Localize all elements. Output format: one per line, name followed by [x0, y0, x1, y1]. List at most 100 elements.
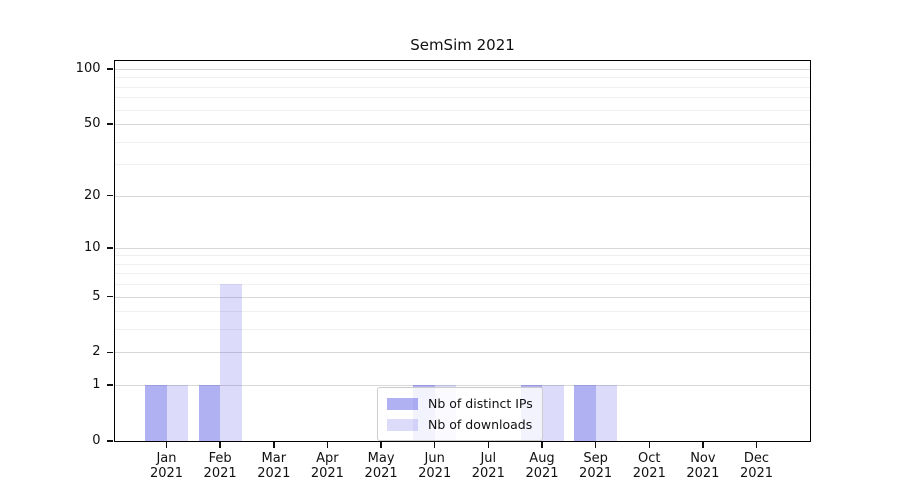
bar-downloads [595, 385, 618, 441]
gridline-major [114, 385, 810, 387]
gridline-minor [114, 329, 810, 331]
x-tick-label: Jul 2021 [456, 451, 520, 481]
legend-swatch-downloads [387, 418, 418, 431]
x-tick-year: 2021 [364, 466, 398, 481]
gridline-minor [114, 141, 810, 143]
x-tick [487, 442, 490, 448]
gridline-minor [114, 109, 810, 111]
x-tick-label: Feb 2021 [188, 451, 252, 481]
gridline-minor [114, 273, 810, 275]
gridline-major [114, 247, 810, 249]
y-tick-label: 20 [83, 187, 101, 203]
gridline-major [114, 69, 810, 70]
bar-distinct-ips [574, 385, 596, 441]
x-tick-label: Apr 2021 [295, 451, 359, 481]
y-tick [106, 68, 113, 70]
gridline-minor [114, 284, 810, 286]
x-tick-month: Jan [156, 451, 177, 466]
bar-distinct-ips [145, 385, 167, 441]
x-tick-month: Feb [208, 451, 232, 466]
x-tick-year: 2021 [579, 466, 613, 481]
x-tick-month: Apr [316, 451, 339, 466]
gridline-major [114, 352, 810, 354]
gridline-minor [114, 164, 810, 166]
gridline-minor [114, 311, 810, 313]
x-tick [648, 442, 650, 448]
x-tick [219, 442, 221, 448]
x-tick [702, 442, 704, 448]
x-tick-month: Sep [583, 451, 608, 466]
x-tick-label: Jun 2021 [403, 451, 467, 481]
x-tick-year: 2021 [471, 466, 505, 481]
y-tick-label: 2 [92, 344, 101, 360]
gridline-minor [114, 97, 810, 99]
gridline-minor [114, 86, 810, 88]
x-tick-month: Nov [690, 451, 716, 466]
x-tick [594, 442, 597, 448]
legend: Nb of distinct IPs Nb of downloads [377, 387, 543, 441]
y-tick [106, 295, 113, 298]
x-tick-year: 2021 [257, 466, 291, 481]
y-tick-label: 10 [83, 239, 101, 255]
x-tick-month: Jun [424, 451, 445, 466]
gridline-major [114, 195, 810, 197]
x-tick-year: 2021 [418, 466, 452, 481]
x-tick [273, 442, 275, 448]
bar-distinct-ips [198, 385, 221, 441]
y-tick-label: 1 [92, 377, 101, 393]
plot-area: 0 1 2 5 10 20 50 100 Jan 2021 Feb 2021 Mar 2021 Apr 202… [76, 60, 811, 481]
x-tick [433, 442, 436, 448]
x-tick-label: May 2021 [349, 451, 413, 481]
x-tick-label: Nov 2021 [671, 451, 735, 481]
y-tick [106, 384, 113, 386]
x-tick-label: Sep 2021 [564, 451, 628, 481]
x-tick-year: 2021 [310, 466, 344, 481]
x-tick [380, 442, 382, 448]
x-tick-year: 2021 [686, 466, 720, 481]
legend-label-distinct-ips: Nb of distinct IPs [428, 396, 533, 411]
x-tick-month: Aug [529, 451, 555, 466]
y-tick [106, 247, 113, 249]
legend-swatch-distinct-ips [387, 397, 418, 410]
gridline-minor [114, 77, 810, 79]
x-tick-year: 2021 [203, 466, 237, 481]
x-tick-year: 2021 [525, 466, 559, 481]
gridline-major [114, 124, 810, 126]
x-tick-year: 2021 [149, 466, 184, 481]
bar-downloads [166, 385, 188, 441]
x-tick-month: May [367, 451, 395, 466]
x-tick [541, 442, 543, 448]
x-tick-label: Jan 2021 [135, 451, 199, 481]
gridline-minor [114, 255, 810, 257]
gridline-minor [114, 263, 810, 265]
legend-label-downloads: Nb of downloads [428, 417, 533, 432]
legend-row-downloads: Nb of downloads [387, 414, 533, 435]
gridline-major [114, 296, 810, 298]
x-tick [165, 442, 168, 448]
y-tick [106, 194, 113, 197]
x-tick [755, 442, 758, 448]
x-tick-label: Aug 2021 [510, 451, 574, 481]
bar-downloads [220, 284, 242, 441]
x-tick-label: Dec 2021 [725, 451, 789, 481]
x-tick-month: Oct [638, 451, 661, 466]
bar-downloads [542, 385, 564, 441]
x-tick-label: Oct 2021 [617, 451, 681, 481]
x-tick-year: 2021 [632, 466, 666, 481]
x-tick-year: 2021 [739, 466, 774, 481]
chart-title: SemSim 2021 [410, 36, 515, 54]
x-tick-month: Jul [480, 451, 497, 466]
x-tick [326, 442, 329, 448]
y-tick [106, 351, 113, 354]
y-tick [106, 123, 113, 125]
legend-row-distinct-ips: Nb of distinct IPs [387, 393, 533, 414]
x-tick-month: Dec [743, 451, 770, 466]
x-tick-month: Mar [261, 451, 287, 466]
x-tick-label: Mar 2021 [242, 451, 306, 481]
y-tick-label: 100 [75, 61, 101, 76]
y-tick-label: 50 [83, 116, 101, 132]
y-tick [106, 440, 113, 442]
y-tick-label: 0 [92, 433, 101, 448]
y-tick-label: 5 [92, 288, 101, 304]
